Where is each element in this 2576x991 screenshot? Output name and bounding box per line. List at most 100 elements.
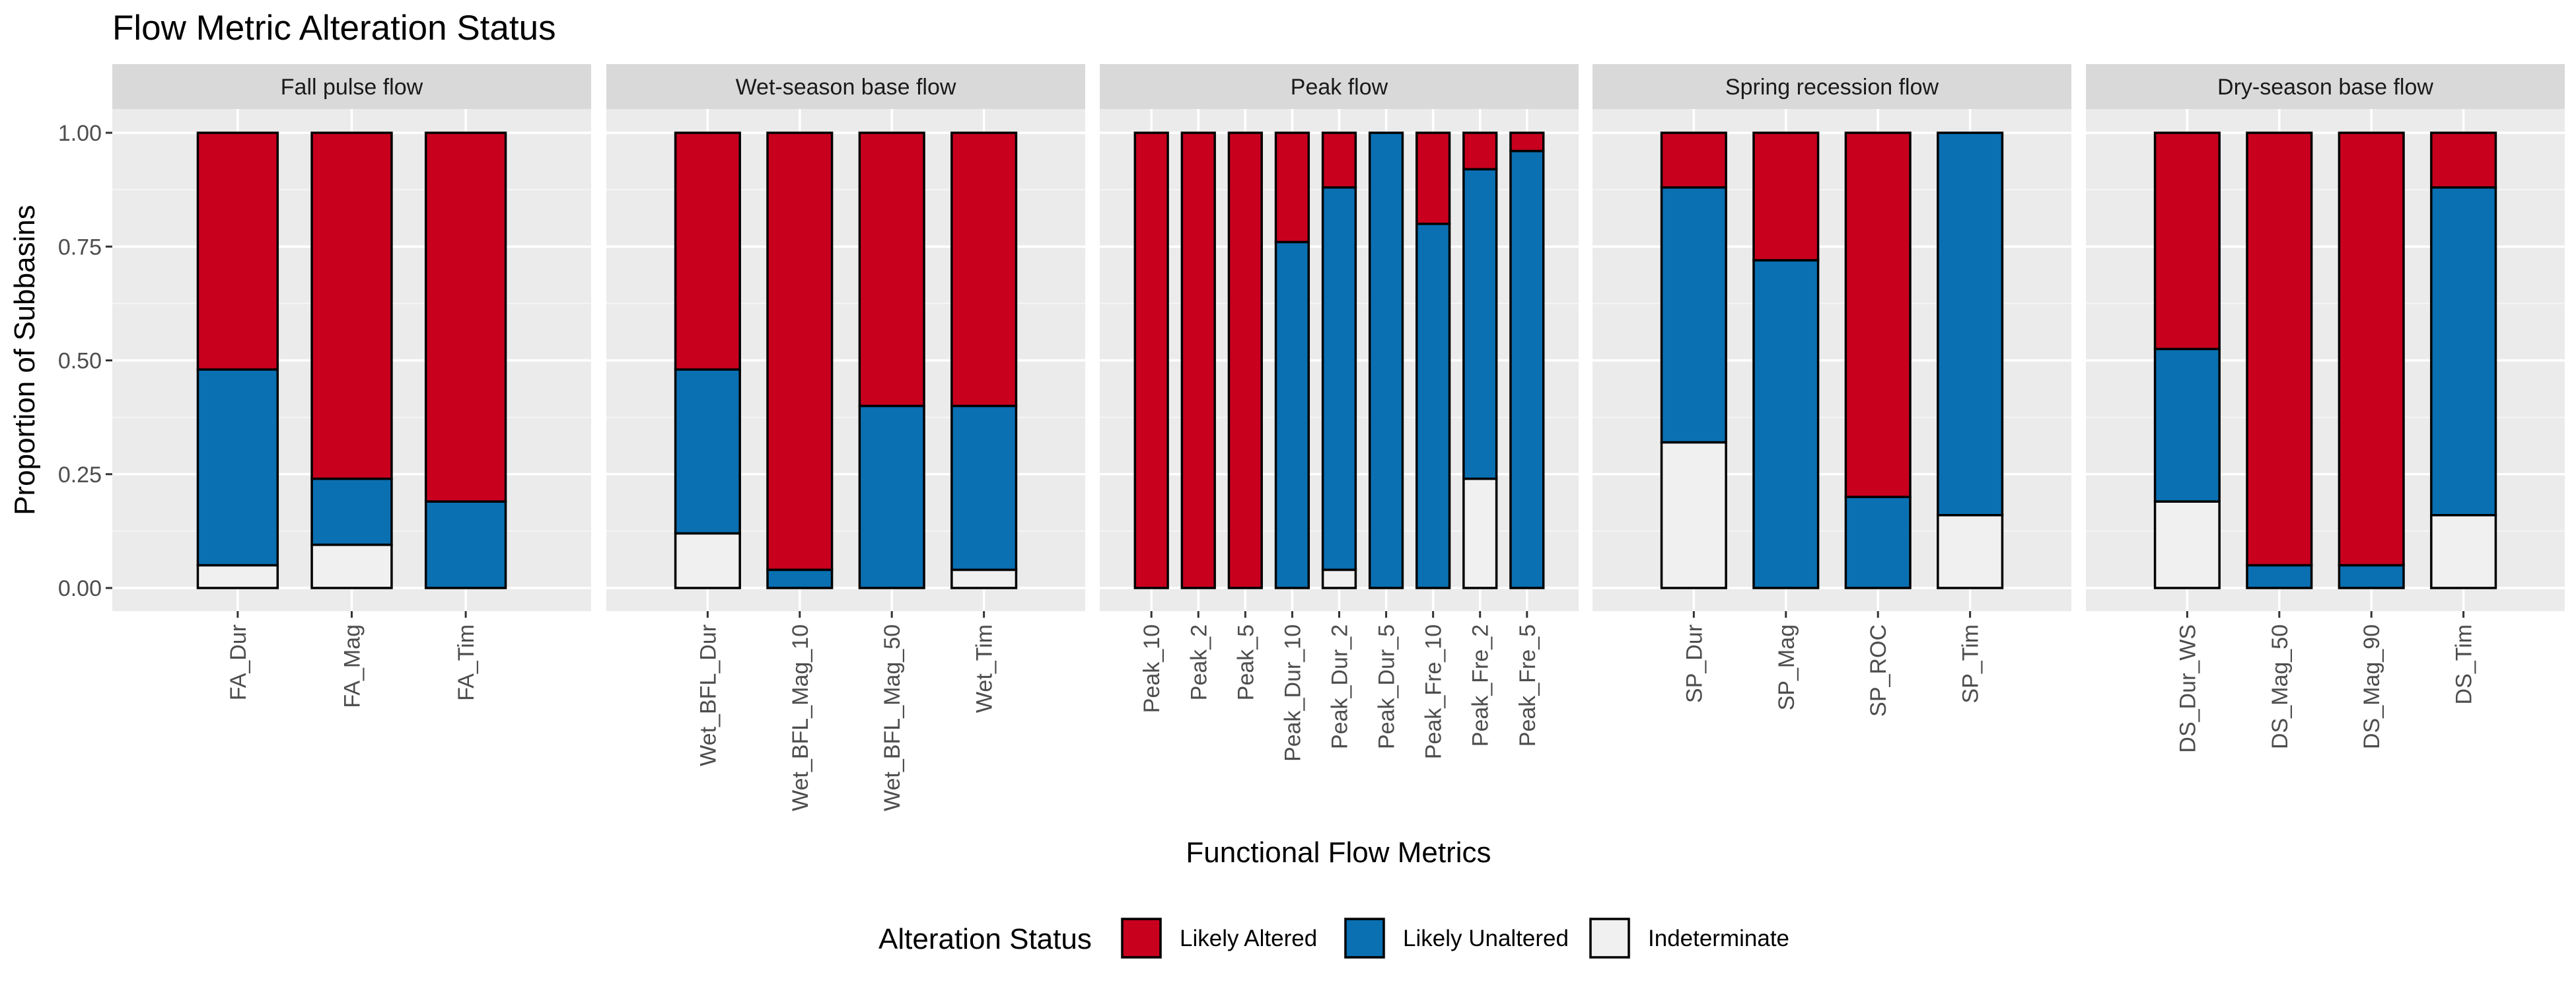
x-tick-label: Peak_Fre_10 <box>1421 624 1447 759</box>
legend-title: Alteration Status <box>878 923 1092 955</box>
bar-segment-likely-altered <box>1227 131 1263 589</box>
bar-segment-likely-altered <box>674 131 741 371</box>
bar-segment-indeterminate <box>950 568 1018 589</box>
bar-segment-likely-unaltered <box>766 568 834 589</box>
bar-segment-indeterminate <box>1321 568 1357 589</box>
x-tick-label: Peak_Dur_2 <box>1328 624 1353 749</box>
bar-segment-likely-altered <box>2246 131 2313 567</box>
x-tick-label: FA_Mag <box>340 624 365 708</box>
y-tick-label: 1.00 <box>58 121 102 146</box>
bar-segment-likely-unaltered <box>1321 186 1357 571</box>
x-tick-label: Peak_Dur_10 <box>1280 624 1305 762</box>
bar-segment-likely-unaltered <box>424 500 507 589</box>
facet-strip <box>2086 64 2565 109</box>
legend-label: Likely Unaltered <box>1403 926 1569 951</box>
bar-segment-likely-unaltered <box>1462 168 1498 480</box>
facet-strip <box>606 64 1085 109</box>
x-tick-label: Wet_Tim <box>972 624 997 713</box>
bar-segment-likely-unaltered <box>1660 186 1727 444</box>
bar-segment-indeterminate <box>2153 500 2221 589</box>
bar-segment-likely-unaltered <box>1844 495 1912 589</box>
bar-segment-likely-altered <box>766 131 834 571</box>
bar-segment-likely-altered <box>2153 131 2221 351</box>
facet-panel: Dry-season base flow DS_Dur_WS DS_Mag_50 DS… <box>2086 64 2565 753</box>
legend: Alteration Status Likely Altered Likely U… <box>878 917 1789 959</box>
bar-segment-likely-altered <box>2338 131 2405 567</box>
bar-segment-likely-altered <box>950 131 1018 408</box>
y-tick-label: 0.00 <box>58 576 102 601</box>
x-tick-label: Peak_Fre_5 <box>1515 624 1540 747</box>
x-tick-label: Wet_BFL_Mag_10 <box>788 624 813 811</box>
bar-segment-likely-altered <box>1180 131 1216 589</box>
bar-segment-indeterminate <box>2430 514 2497 589</box>
facet-strip-label: Peak flow <box>1291 75 1388 100</box>
y-tick-label: 0.75 <box>58 235 102 260</box>
bar-segment-likely-unaltered <box>1415 223 1451 589</box>
x-tick-label: DS_Mag_50 <box>2268 624 2293 749</box>
bar-segment-likely-unaltered <box>2153 348 2221 503</box>
facet-strip <box>1592 64 2071 109</box>
legend-label: Indeterminate <box>1648 926 1789 951</box>
bar-segment-likely-altered <box>1509 131 1545 153</box>
y-tick-label: 0.25 <box>58 462 102 488</box>
facet-strip <box>112 64 591 109</box>
legend-label: Likely Altered <box>1180 926 1317 951</box>
x-tick-label: FA_Dur <box>226 624 251 700</box>
x-tick-label: DS_Tim <box>2452 624 2477 705</box>
x-tick-label: Peak_Fre_2 <box>1468 624 1493 747</box>
bar-segment-likely-unaltered <box>1368 131 1404 589</box>
facet-strip-label: Spring recession flow <box>1725 75 1939 100</box>
bar-segment-likely-unaltered <box>950 404 1018 571</box>
facet-panel: Fall pulse flow FA_Dur FA_Mag FA_Tim <box>112 64 591 708</box>
x-tick-label: Wet_BFL_Mag_50 <box>880 624 905 811</box>
bar-segment-likely-altered <box>1660 131 1727 189</box>
x-tick-label: SP_Tim <box>1958 624 1984 704</box>
facet-strip-label: Fall pulse flow <box>281 75 423 100</box>
bar-segment-likely-altered <box>310 131 393 480</box>
y-axis-title: Proportion of Subbasins <box>9 205 41 515</box>
x-tick-label: Peak_Dur_5 <box>1375 624 1400 749</box>
bar-segment-indeterminate <box>1937 514 2004 589</box>
x-tick-label: DS_Mag_90 <box>2359 624 2384 749</box>
legend-swatch <box>1121 918 1162 959</box>
facet-panel: Spring recession flow SP_Dur SP_Mag SP_ROC S… <box>1592 64 2071 717</box>
bar-segment-likely-altered <box>1133 131 1169 589</box>
bar-segment-likely-unaltered <box>2430 186 2497 517</box>
facet-panel: Peak flow Peak_10 Peak_2 Peak_5 Peak_Dur_10 P… <box>1100 64 1579 762</box>
bar-segment-likely-unaltered <box>196 368 279 567</box>
bar-segment-likely-altered <box>1752 131 1820 262</box>
bar-segment-likely-unaltered <box>1752 259 1820 589</box>
chart-title: Flow Metric Alteration Status <box>112 9 556 48</box>
x-axis-title: Functional Flow Metrics <box>1186 836 1491 869</box>
legend-items: Likely Altered Likely Unaltered Indetermin… <box>1120 917 1789 959</box>
x-tick-label: Peak_2 <box>1186 624 1211 700</box>
legend-swatch <box>1589 918 1630 959</box>
bar-segment-likely-unaltered <box>674 368 741 535</box>
bar-segment-likely-unaltered <box>1937 131 2004 517</box>
bar-segment-likely-altered <box>2430 131 2497 189</box>
facet-panels: Fall pulse flow FA_Dur FA_Mag FA_Tim Wet-sea… <box>112 64 2565 811</box>
bar-segment-likely-unaltered <box>2338 564 2405 589</box>
facet-strip <box>1100 64 1579 109</box>
x-tick-label: Peak_5 <box>1233 624 1258 700</box>
x-tick-label: SP_Dur <box>1682 624 1707 703</box>
bar-segment-likely-altered <box>1415 131 1451 225</box>
bar-segment-likely-altered <box>858 131 925 408</box>
bar-segment-likely-unaltered <box>1274 240 1310 589</box>
bar-segment-likely-altered <box>1844 131 1912 498</box>
bar-segment-likely-altered <box>1321 131 1357 189</box>
bar-segment-likely-altered <box>196 131 279 371</box>
facet-strip-label: Wet-season base flow <box>736 75 956 100</box>
y-axis-ticks: 0.00 0.25 0.50 0.75 1.00 <box>58 121 112 601</box>
legend-swatch <box>1344 918 1385 959</box>
bar-segment-likely-altered <box>424 131 507 503</box>
x-tick-label: SP_Mag <box>1774 624 1799 710</box>
x-tick-label: Wet_BFL_Dur <box>696 624 721 766</box>
facet-strip-label: Dry-season base flow <box>2217 75 2433 100</box>
x-tick-label: FA_Tim <box>454 624 479 701</box>
facet-panel: Wet-season base flow Wet_BFL_Dur Wet_BFL_M… <box>606 64 1085 811</box>
bar-segment-indeterminate <box>196 564 279 589</box>
bar-segment-likely-altered <box>1462 131 1498 170</box>
